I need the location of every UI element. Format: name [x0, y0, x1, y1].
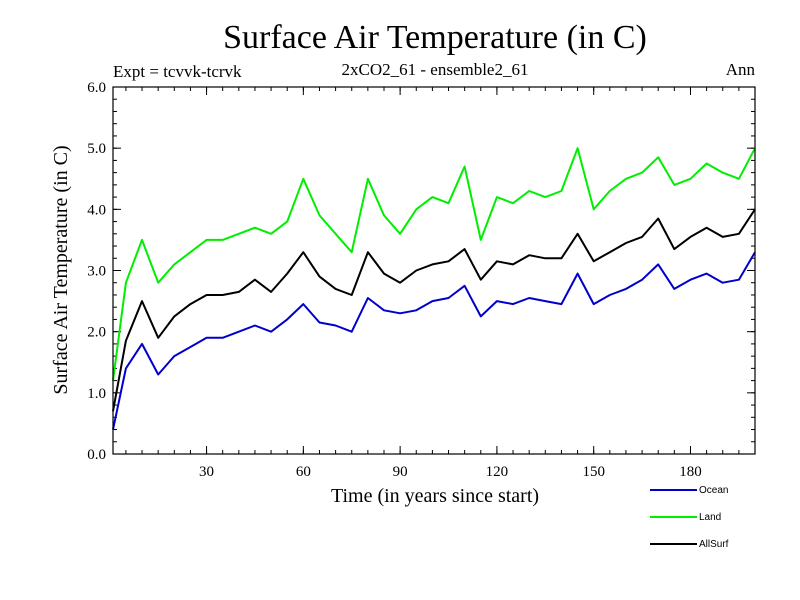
- chart-subtitle: 2xCO2_61 - ensemble2_61: [342, 60, 529, 79]
- y-tick-label: 4.0: [87, 202, 106, 218]
- series-line-ocean: [112, 251, 756, 430]
- x-tick-label: 180: [679, 464, 702, 480]
- x-tick-label: 30: [199, 464, 214, 480]
- period-label: Ann: [726, 60, 756, 79]
- legend-label-land: Land: [699, 512, 721, 523]
- series-layer: [112, 147, 756, 430]
- x-axis-label: Time (in years since start): [331, 485, 539, 507]
- x-tick-label: 60: [296, 464, 311, 480]
- experiment-label: Expt = tcvvk-tcrvk: [113, 62, 242, 81]
- y-tick-label: 6.0: [87, 80, 106, 96]
- y-tick-label: 2.0: [87, 325, 106, 341]
- legend-label-allsurf: AllSurf: [699, 539, 729, 550]
- y-tick-label: 1.0: [87, 386, 106, 402]
- y-axis-label: Surface Air Temperature (in C): [50, 145, 72, 394]
- axes: 0.0 1.0 2.0 3.0 4.0 5.0 6.0 30 60 90 120 150 180: [87, 80, 755, 480]
- y-tick-label: 3.0: [87, 264, 106, 280]
- plot-frame: [112, 86, 756, 455]
- x-tick-label: 150: [582, 464, 605, 480]
- series-line-land: [112, 147, 756, 381]
- x-tick-label: 90: [393, 464, 408, 480]
- chart-title: Surface Air Temperature (in C): [223, 19, 647, 56]
- legend-label-ocean: Ocean: [699, 485, 728, 496]
- series-line-allsurf: [112, 208, 756, 412]
- y-tick-label: 0.0: [87, 447, 106, 463]
- x-tick-label: 120: [486, 464, 509, 480]
- legend: Ocean Land AllSurf: [650, 485, 729, 550]
- y-tick-label: 5.0: [87, 141, 106, 157]
